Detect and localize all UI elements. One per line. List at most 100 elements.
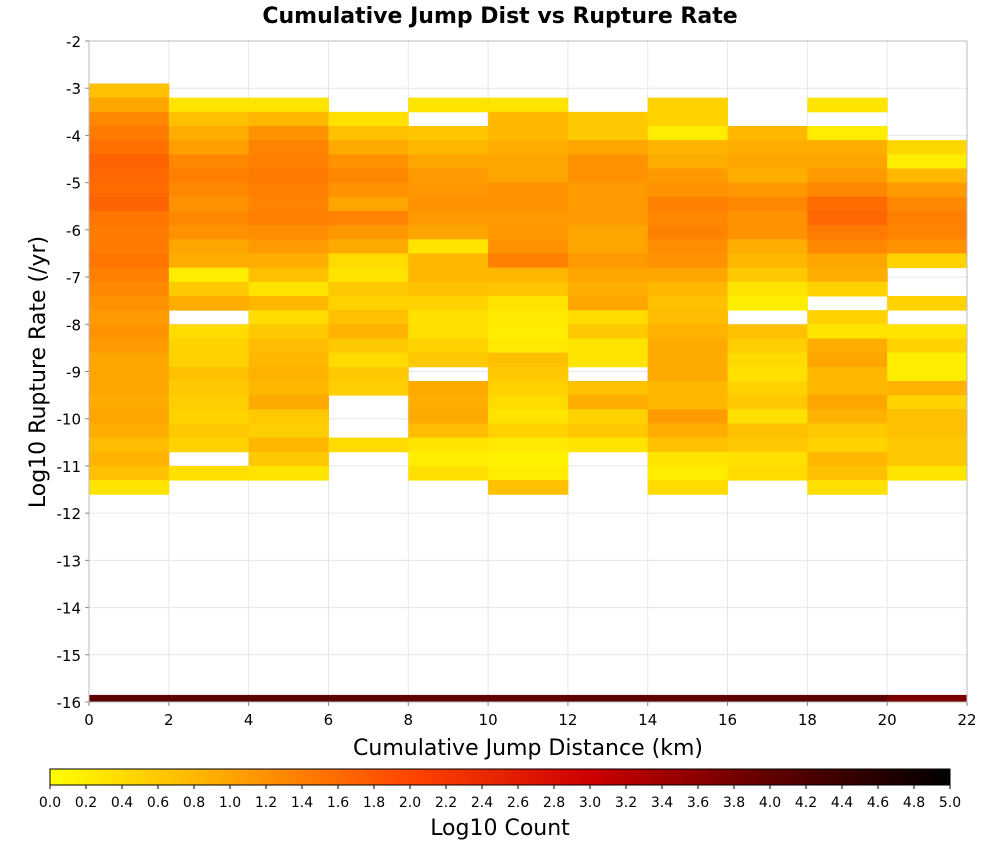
heatmap-cell <box>89 437 170 453</box>
heatmap-cell <box>89 239 170 254</box>
heatmap-cell <box>807 352 888 368</box>
x-tick-label: 10 <box>479 711 498 729</box>
heatmap-cell <box>647 225 729 240</box>
y-axis-label: Log10 Rupture Rate (/yr) <box>26 236 51 508</box>
heatmap-cell <box>807 366 888 382</box>
heatmap-cell <box>887 140 968 155</box>
heatmap-cells <box>89 83 968 702</box>
colorbar-tick-label: 0.0 <box>39 795 61 811</box>
heatmap-cell <box>168 324 250 339</box>
heatmap-cell <box>567 324 649 339</box>
heatmap-cell <box>807 480 888 495</box>
x-tick-label: 22 <box>957 711 976 729</box>
colorbar-tick-label: 3.2 <box>615 795 637 811</box>
chart-title: Cumulative Jump Dist vs Rupture Rate <box>262 4 737 29</box>
colorbar-tick-label: 0.2 <box>75 795 97 811</box>
y-tick-label: -5 <box>66 175 81 193</box>
heatmap-cell-bottom <box>488 694 569 702</box>
colorbar-tick-label: 1.8 <box>363 795 385 811</box>
colorbar-tick-label: 1.2 <box>255 795 277 811</box>
heatmap-cell <box>248 366 329 382</box>
heatmap-cell <box>488 437 569 453</box>
y-axis-ticks: -2 -3 -4 -5 -6 -7 -8 -9 -10 -11 -12 -13 -14 -15 -16 <box>57 33 89 712</box>
heatmap-cell-bottom <box>328 694 409 702</box>
heatmap-cell <box>488 324 569 339</box>
heatmap-cell <box>887 182 968 198</box>
heatmap-cell-bottom <box>248 694 329 702</box>
heatmap-cell <box>887 196 968 212</box>
heatmap-cell <box>89 168 170 184</box>
heatmap-cell <box>168 267 250 283</box>
heatmap-cell <box>248 225 329 240</box>
y-tick-label: -14 <box>57 600 82 618</box>
heatmap-cell <box>168 380 250 396</box>
heatmap-cell <box>488 140 569 155</box>
heatmap-cell <box>248 395 329 410</box>
heatmap-cell <box>647 380 729 396</box>
heatmap-cell <box>89 125 170 141</box>
heatmap-cell <box>168 295 250 311</box>
heatmap-cell <box>89 196 170 212</box>
heatmap-cell <box>89 154 170 169</box>
heatmap-cell <box>248 140 329 155</box>
heatmap-cell <box>488 253 569 269</box>
heatmap-cell <box>807 267 888 283</box>
heatmap-cell <box>488 352 569 368</box>
heatmap-cell <box>248 182 329 198</box>
colorbar-tick-label: 2.4 <box>471 795 493 811</box>
heatmap-cell <box>807 140 888 155</box>
heatmap-cell <box>89 182 170 198</box>
heatmap-cell <box>248 210 329 226</box>
heatmap-cell <box>168 182 250 198</box>
heatmap-cell <box>567 154 649 169</box>
heatmap-cell <box>807 168 888 184</box>
heatmap-cell <box>647 366 729 382</box>
heatmap-cell <box>567 168 649 184</box>
heatmap-cell <box>408 295 489 311</box>
heatmap-cell <box>727 338 808 354</box>
heatmap-cell <box>727 125 808 141</box>
colorbar-tick-label: 3.6 <box>687 795 709 811</box>
heatmap-cell <box>727 380 808 396</box>
heatmap-cell <box>328 324 409 339</box>
heatmap-cell <box>567 423 649 439</box>
heatmap-cell <box>647 267 729 283</box>
colorbar-tick-label: 4.4 <box>831 795 853 811</box>
heatmap-cell <box>408 395 489 410</box>
heatmap-cell <box>408 338 489 354</box>
heatmap-cell <box>567 111 649 127</box>
heatmap-cell <box>89 338 170 354</box>
heatmap-cell <box>647 281 729 297</box>
y-tick-label: -10 <box>57 411 82 429</box>
heatmap-cell <box>248 168 329 184</box>
heatmap-cell <box>488 380 569 396</box>
colorbar-tick-label: 3.8 <box>723 795 745 811</box>
heatmap-cell <box>887 423 968 439</box>
colorbar-tick-label: 4.2 <box>795 795 817 811</box>
heatmap-cell <box>647 239 729 254</box>
heatmap-cell <box>727 423 808 439</box>
heatmap-cell <box>89 111 170 127</box>
x-axis-label: Cumulative Jump Distance (km) <box>353 736 703 761</box>
heatmap-cell-bottom <box>89 694 170 702</box>
heatmap-cell <box>727 295 808 311</box>
colorbar-tick-label: 2.8 <box>543 795 565 811</box>
heatmap-cell <box>807 380 888 396</box>
heatmap-cell <box>488 395 569 410</box>
heatmap-cell <box>727 324 808 339</box>
heatmap-cell <box>807 324 888 339</box>
heatmap-cell <box>887 210 968 226</box>
y-tick-label: -13 <box>57 552 82 570</box>
heatmap-cell <box>328 352 409 368</box>
heatmap-cell <box>887 225 968 240</box>
heatmap-cell <box>807 423 888 439</box>
heatmap-cell <box>727 140 808 155</box>
heatmap-cell <box>89 295 170 311</box>
heatmap-cell <box>408 310 489 325</box>
heatmap-cell <box>488 267 569 283</box>
colorbar-tick-label: 1.6 <box>327 795 349 811</box>
heatmap-cell <box>727 451 808 467</box>
heatmap-cell <box>727 210 808 226</box>
heatmap-cell <box>248 324 329 339</box>
heatmap-cell <box>647 196 729 212</box>
